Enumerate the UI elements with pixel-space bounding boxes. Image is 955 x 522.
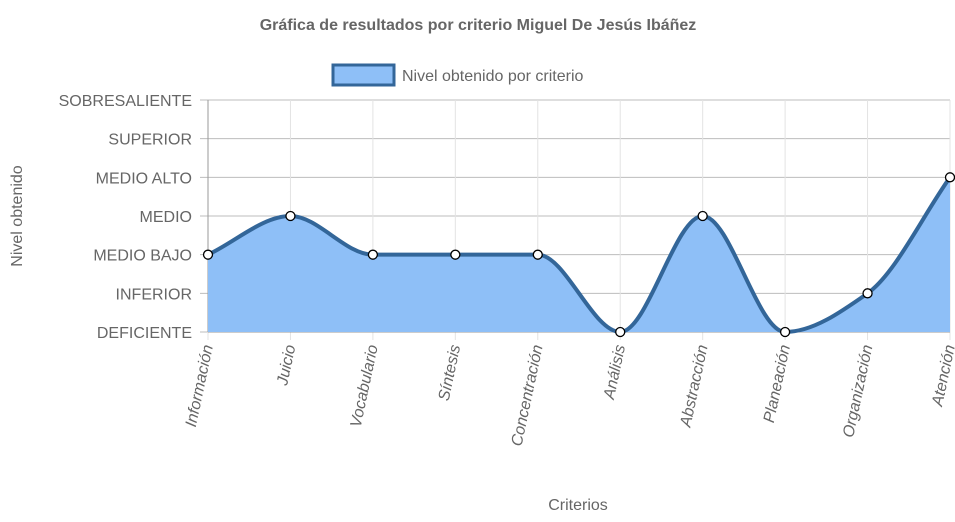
area-layer [207, 176, 952, 335]
data-point-8[interactable] [779, 326, 791, 338]
data-point-6[interactable] [615, 326, 626, 338]
y-tick-label: MEDIO BAJO [93, 248, 192, 265]
y-axis-title: Nivel obtenido [9, 165, 26, 267]
data-point-7[interactable] [697, 210, 708, 222]
x-tick-label: Abstracción [677, 343, 711, 429]
x-tick-label: Planeación [761, 343, 794, 424]
legend[interactable]: Nivel obtenido por criterio [331, 63, 584, 87]
y-tick-label: MEDIO [140, 209, 192, 226]
y-tick-label: INFERIOR [116, 286, 192, 303]
data-point-1[interactable] [202, 249, 214, 260]
x-tick-label: Juicio [274, 343, 299, 388]
data-point-10[interactable] [944, 172, 955, 183]
x-axis-title: Criterios [548, 497, 608, 514]
x-tick-label: Análisis [601, 343, 629, 401]
series-area [208, 177, 950, 332]
y-tick-label: DEFICIENTE [97, 325, 192, 342]
data-point-3[interactable] [367, 249, 379, 260]
y-tick-labels: DEFICIENTE INFERIOR MEDIO BAJO MEDIO MEDIO A… [59, 93, 192, 342]
data-points [202, 172, 955, 338]
series-line [207, 176, 952, 335]
legend-swatch [331, 63, 396, 87]
y-tick-label: SUPERIOR [108, 132, 192, 149]
x-tick-labels: Información Juicio Vocabulario Síntesis Conc… [183, 343, 955, 448]
x-tick-label: Atención [929, 343, 955, 409]
x-tick-label: Organización [840, 343, 876, 439]
legend-label: Nivel obtenido por criterio [402, 68, 584, 85]
data-point-5[interactable] [532, 249, 543, 260]
chart-title: Gráfica de resultados por criterio Migue… [260, 17, 697, 34]
y-tick-label: MEDIO ALTO [96, 170, 192, 187]
y-tick-label: SOBRESALIENTE [59, 93, 192, 110]
data-point-9[interactable] [862, 288, 873, 299]
x-tick-label: Síntesis [436, 343, 464, 402]
x-tick-label: Información [183, 343, 217, 428]
x-tick-label: Vocabulario [348, 343, 382, 429]
data-point-2[interactable] [285, 210, 296, 222]
x-tick-label: Concentración [509, 343, 547, 448]
data-point-4[interactable] [450, 249, 461, 260]
